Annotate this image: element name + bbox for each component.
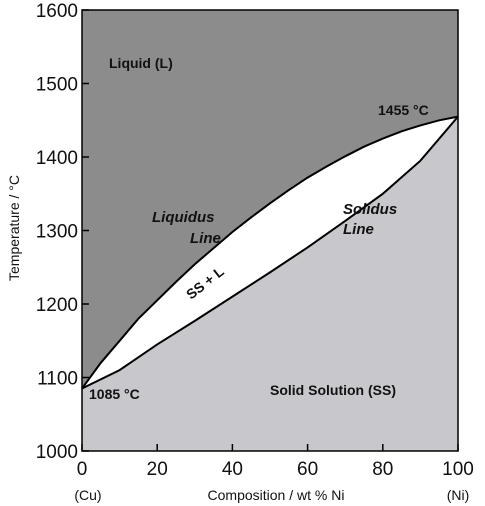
x-axis-right-end-label: (Ni)	[447, 487, 470, 503]
y-tick-label: 1400	[36, 148, 78, 169]
liquidus-line-label: Liquidus Line	[152, 209, 221, 247]
x-axis-left-end-label: (Cu)	[74, 487, 101, 503]
x-tick-label: 80	[372, 459, 393, 480]
axis-ticks: 0 20 40 60 80 100 1000 1100 1200 1300 1400 1500 1600	[36, 1, 474, 480]
y-tick-label: 1100	[37, 369, 78, 390]
x-tick-label: 60	[297, 459, 318, 480]
solidus-label-line1: Solidus	[343, 201, 397, 218]
liquidus-label-line2: Line	[190, 230, 221, 247]
solidus-line-label: Solidus Line	[343, 201, 401, 238]
solid-region	[82, 116, 458, 451]
two-phase-region	[82, 116, 458, 389]
y-tick-label: 1600	[36, 1, 78, 22]
solidus-label-line2: Line	[343, 221, 374, 238]
ni-melting-point-label: 1455 °C	[378, 102, 429, 118]
x-axis-title: Composition / wt % Ni	[208, 487, 345, 503]
y-tick-label: 1500	[36, 75, 78, 96]
x-tick-label: 20	[147, 459, 168, 480]
x-tick-label: 100	[442, 459, 474, 480]
solidus-line	[81, 115, 459, 390]
y-tick-label: 1300	[36, 222, 78, 243]
solid-region-label: Solid Solution (SS)	[270, 382, 396, 398]
liquidus-line	[81, 115, 459, 390]
x-tick-label: 40	[222, 459, 243, 480]
cu-melting-point-label: 1085 °C	[89, 386, 140, 402]
liquidus-label-line1: Liquidus	[152, 209, 215, 226]
y-tick-label: 1200	[36, 295, 78, 316]
liquid-region-label: Liquid (L)	[109, 55, 173, 71]
x-tick-label: 0	[77, 459, 88, 480]
y-tick-label: 1000	[36, 442, 78, 463]
y-axis-title: Temperature / °C	[6, 175, 22, 281]
